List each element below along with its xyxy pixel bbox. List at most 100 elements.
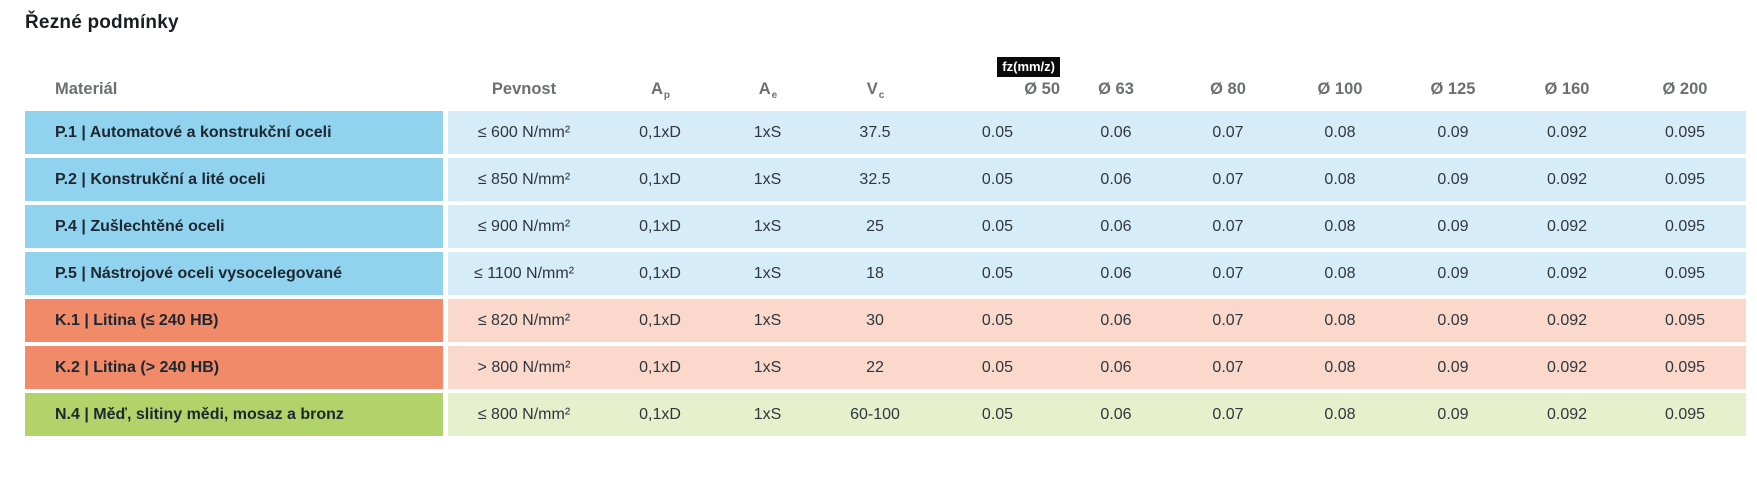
table-row-n4: N.4 | Měď, slitiny mědi, mosaz a bronz ≤…	[25, 393, 1746, 436]
fz-cell-d80: 0.07	[1212, 123, 1244, 141]
ae-cell: 1xS	[753, 264, 782, 282]
fz-cell-d80: 0.07	[1212, 311, 1244, 329]
vc-cell: 25	[866, 217, 884, 235]
fz-cell-d80: 0.07	[1212, 217, 1244, 235]
row-values: ≤ 1100 N/mm² 0,1xD 1xS 18 0.05 0.06 0.07…	[448, 252, 1746, 295]
fz-cell-d100: 0.08	[1324, 311, 1356, 329]
fz-cell-d50: 0.05	[981, 264, 1014, 282]
fz-cell-d160: 0.092	[1546, 405, 1588, 423]
ap-cell: 0,1xD	[639, 264, 681, 282]
fz-cell-d100: 0.08	[1324, 123, 1356, 141]
ap-cell: 0,1xD	[639, 405, 681, 423]
pevnost-cell: ≤ 850 N/mm²	[477, 170, 571, 188]
table-row-p5: P.5 | Nástrojové oceli vysocelegované ≤ …	[25, 252, 1746, 295]
fz-cell-d160: 0.092	[1546, 217, 1588, 235]
fz-cell-d160: 0.092	[1546, 123, 1588, 141]
col-header-d160: Ø 160	[1544, 80, 1590, 98]
table-row-p2: P.2 | Konstrukční a lité oceli ≤ 850 N/m…	[25, 158, 1746, 201]
pevnost-cell: > 800 N/mm²	[477, 358, 571, 376]
ap-cell: 0,1xD	[639, 358, 681, 376]
row-values: > 800 N/mm² 0,1xD 1xS 22 0.05 0.06 0.07 …	[448, 346, 1746, 389]
fz-cell-d160: 0.092	[1546, 264, 1588, 282]
table-row-p4: P.4 | Zušlechtěné oceli ≤ 900 N/mm² 0,1x…	[25, 205, 1746, 248]
ae-cell: 1xS	[753, 217, 782, 235]
fz-cell-d80: 0.07	[1212, 358, 1244, 376]
fz-cell-d50: 0.05	[981, 217, 1014, 235]
fz-cell-d100: 0.08	[1324, 170, 1356, 188]
fz-cell-d125: 0.09	[1437, 217, 1469, 235]
fz-cell-d160: 0.092	[1546, 311, 1588, 329]
ae-label: A	[758, 80, 771, 98]
fz-cell-d200: 0.095	[1664, 405, 1706, 423]
pevnost-cell: ≤ 1100 N/mm²	[473, 264, 575, 282]
fz-cell-d50: 0.05	[981, 170, 1014, 188]
ap-cell: 0,1xD	[639, 123, 681, 141]
fz-cell-d80: 0.07	[1212, 170, 1244, 188]
material-cell: P.5 | Nástrojové oceli vysocelegované	[25, 252, 443, 295]
fz-cell-d63: 0.06	[1100, 358, 1132, 376]
fz-unit-badge: fz(mm/z)	[997, 57, 1060, 77]
fz-cell-d50: 0.05	[981, 405, 1014, 423]
col-header-d50: fz(mm/z) Ø 50	[935, 57, 1060, 106]
fz-cell-d100: 0.08	[1324, 405, 1356, 423]
vc-cell: 37.5	[859, 123, 891, 141]
row-values: ≤ 850 N/mm² 0,1xD 1xS 32.5 0.05 0.06 0.0…	[448, 158, 1746, 201]
fz-cell-d63: 0.06	[1100, 170, 1132, 188]
fz-cell-d125: 0.09	[1437, 405, 1469, 423]
fz-cell-d80: 0.07	[1212, 264, 1244, 282]
fz-cell-d63: 0.06	[1100, 405, 1132, 423]
fz-cell-d63: 0.06	[1100, 123, 1132, 141]
fz-cell-d50: 0.05	[981, 358, 1014, 376]
row-values: ≤ 800 N/mm² 0,1xD 1xS 60-100 0.05 0.06 0…	[448, 393, 1746, 436]
fz-cell-d125: 0.09	[1437, 170, 1469, 188]
fz-cell-d50: 0.05	[981, 123, 1014, 141]
ae-cell: 1xS	[753, 170, 782, 188]
fz-cell-d200: 0.095	[1664, 123, 1706, 141]
material-cell: P.4 | Zušlechtěné oceli	[25, 205, 443, 248]
ae-cell: 1xS	[753, 123, 782, 141]
vc-cell: 22	[866, 358, 884, 376]
material-cell: P.2 | Konstrukční a lité oceli	[25, 158, 443, 201]
table-row-k2: K.2 | Litina (> 240 HB) > 800 N/mm² 0,1x…	[25, 346, 1746, 389]
fz-cell-d200: 0.095	[1664, 311, 1706, 329]
col-header-d200: Ø 200	[1662, 80, 1708, 98]
col-header-d80: Ø 80	[1210, 80, 1246, 98]
table-row-p1: P.1 | Automatové a konstrukční oceli ≤ 6…	[25, 111, 1746, 154]
material-cell: K.2 | Litina (> 240 HB)	[25, 346, 443, 389]
col-header-pevnost: Pevnost	[491, 80, 557, 98]
vc-cell: 30	[866, 311, 884, 329]
fz-cell-d200: 0.095	[1664, 217, 1706, 235]
vc-cell: 18	[866, 264, 884, 282]
col-header-d125: Ø 125	[1430, 80, 1476, 98]
col-header-d50-label: Ø 50	[1024, 80, 1060, 98]
fz-cell-d125: 0.09	[1437, 358, 1469, 376]
vc-subscript: c	[878, 90, 885, 101]
vc-cell: 60-100	[850, 405, 900, 423]
pevnost-cell: ≤ 820 N/mm²	[477, 311, 571, 329]
fz-cell-d63: 0.06	[1100, 217, 1132, 235]
col-header-material: Materiál	[55, 80, 118, 98]
ae-cell: 1xS	[753, 358, 782, 376]
col-header-d63: Ø 63	[1098, 80, 1134, 98]
fz-cell-d50: 0.05	[981, 311, 1014, 329]
fz-cell-d100: 0.08	[1324, 358, 1356, 376]
pevnost-cell: ≤ 800 N/mm²	[477, 405, 571, 423]
row-values: ≤ 600 N/mm² 0,1xD 1xS 37.5 0.05 0.06 0.0…	[448, 111, 1746, 154]
row-values: ≤ 900 N/mm² 0,1xD 1xS 25 0.05 0.06 0.07 …	[448, 205, 1746, 248]
fz-cell-d160: 0.092	[1546, 170, 1588, 188]
fz-cell-d100: 0.08	[1324, 264, 1356, 282]
fz-cell-d200: 0.095	[1664, 358, 1706, 376]
material-cell: K.1 | Litina (≤ 240 HB)	[25, 299, 443, 342]
row-values: ≤ 820 N/mm² 0,1xD 1xS 30 0.05 0.06 0.07 …	[448, 299, 1746, 342]
fz-cell-d160: 0.092	[1546, 358, 1588, 376]
fz-cell-d200: 0.095	[1664, 170, 1706, 188]
ap-label: A	[650, 80, 663, 98]
ap-cell: 0,1xD	[639, 170, 681, 188]
